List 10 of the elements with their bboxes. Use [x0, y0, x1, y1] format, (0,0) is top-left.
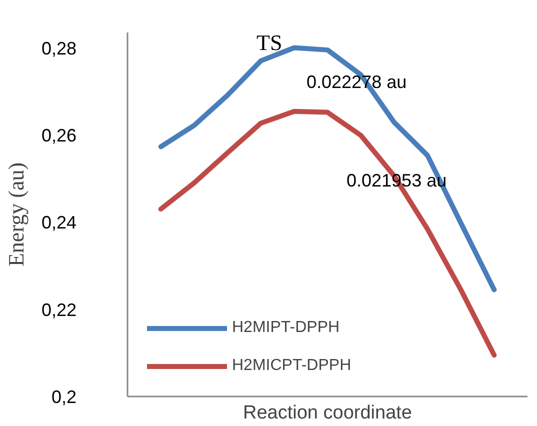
y-tick-label: 0,26: [41, 125, 77, 146]
y-tick-label: 0,24: [41, 212, 77, 233]
legend-label: H2MIPT-DPPH: [232, 319, 340, 337]
legend-label: H2MICPT-DPPH: [232, 357, 352, 375]
y-tick-label: 0,22: [41, 300, 77, 320]
y-axis-title: Energy (au): [3, 162, 28, 267]
x-axis-title: Reaction coordinate: [243, 402, 412, 424]
y-tick-label: 0,2: [51, 387, 77, 407]
y-tick-label: 0,28: [41, 38, 77, 58]
annotation: TS: [256, 30, 282, 56]
